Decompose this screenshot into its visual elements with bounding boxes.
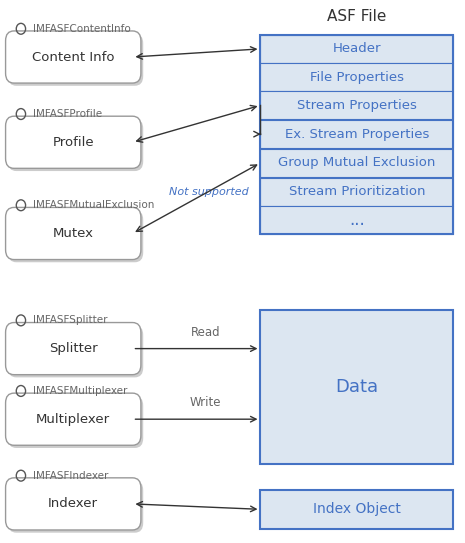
Bar xyxy=(260,178,453,206)
FancyBboxPatch shape xyxy=(6,393,141,445)
Text: Read: Read xyxy=(191,326,220,339)
Text: Mutex: Mutex xyxy=(53,227,94,240)
Text: IMFASFProfile: IMFASFProfile xyxy=(33,109,102,119)
FancyBboxPatch shape xyxy=(8,119,143,171)
FancyBboxPatch shape xyxy=(6,207,141,260)
Text: Splitter: Splitter xyxy=(49,342,98,355)
Bar xyxy=(260,310,453,464)
Text: Header: Header xyxy=(332,42,381,55)
FancyBboxPatch shape xyxy=(6,323,141,375)
FancyBboxPatch shape xyxy=(8,396,143,448)
Bar xyxy=(260,63,453,91)
FancyBboxPatch shape xyxy=(8,325,143,377)
Text: Index Object: Index Object xyxy=(313,502,401,516)
Text: Content Info: Content Info xyxy=(32,50,114,64)
Text: File Properties: File Properties xyxy=(310,71,404,84)
FancyBboxPatch shape xyxy=(8,481,143,533)
Bar xyxy=(260,206,453,234)
Text: Stream Prioritization: Stream Prioritization xyxy=(289,185,425,198)
Text: Data: Data xyxy=(335,378,379,396)
Bar xyxy=(260,120,453,148)
Text: Stream Properties: Stream Properties xyxy=(297,99,417,112)
Text: Not supported: Not supported xyxy=(169,187,249,197)
Text: Profile: Profile xyxy=(53,136,94,149)
Text: IMFASFSplitter: IMFASFSplitter xyxy=(33,315,107,325)
Text: IMFASFMultiplexer: IMFASFMultiplexer xyxy=(33,386,127,396)
Text: IMFASFMutualExclusion: IMFASFMutualExclusion xyxy=(33,200,154,210)
Text: Multiplexer: Multiplexer xyxy=(36,413,110,426)
Bar xyxy=(260,91,453,119)
Text: Ex. Stream Properties: Ex. Stream Properties xyxy=(285,128,429,141)
Text: Group Mutual Exclusion: Group Mutual Exclusion xyxy=(278,156,436,169)
Text: ASF File: ASF File xyxy=(327,9,386,24)
Text: ...: ... xyxy=(349,211,365,229)
FancyBboxPatch shape xyxy=(6,31,141,83)
Bar xyxy=(260,35,453,63)
Text: IMFASFContentInfo: IMFASFContentInfo xyxy=(33,24,130,34)
Text: Indexer: Indexer xyxy=(48,497,98,510)
FancyBboxPatch shape xyxy=(6,478,141,530)
Bar xyxy=(260,35,453,234)
Bar xyxy=(260,149,453,177)
Text: Write: Write xyxy=(190,396,221,409)
Text: IMFASFIndexer: IMFASFIndexer xyxy=(33,471,108,481)
FancyBboxPatch shape xyxy=(8,210,143,262)
FancyBboxPatch shape xyxy=(8,34,143,86)
FancyBboxPatch shape xyxy=(6,116,141,168)
Bar xyxy=(260,490,453,529)
